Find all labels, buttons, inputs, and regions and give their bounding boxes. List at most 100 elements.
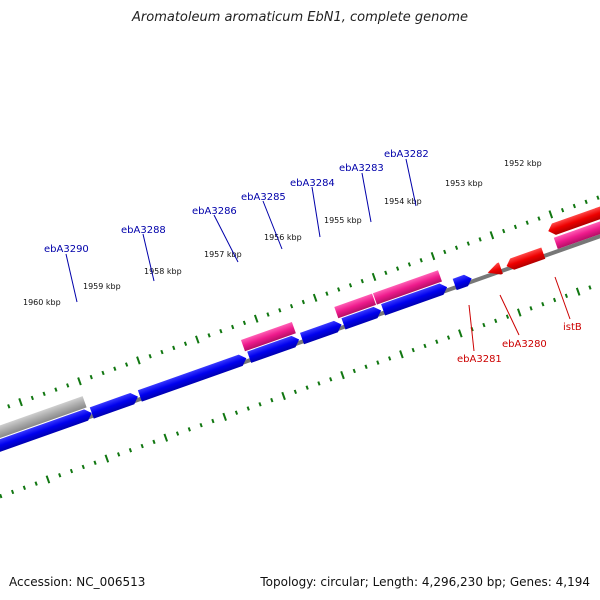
minor-tick — [140, 443, 144, 449]
gene-label[interactable]: ebA3288 — [121, 225, 166, 236]
minor-tick — [388, 356, 392, 361]
minor-tick — [435, 339, 439, 344]
minor-tick — [231, 324, 235, 330]
minor-tick — [572, 203, 576, 209]
gene-feature[interactable] — [247, 334, 301, 363]
rna-feature[interactable] — [553, 197, 600, 250]
gene-feature[interactable] — [0, 407, 94, 455]
minor-tick — [376, 360, 380, 365]
gene-feature[interactable] — [89, 391, 140, 419]
minor-tick — [364, 364, 368, 369]
tick-label: 1953 kbp — [445, 179, 483, 188]
minor-tick — [58, 473, 62, 478]
rna-feature[interactable] — [334, 293, 376, 319]
minor-tick — [348, 283, 353, 288]
major-tick — [371, 272, 377, 282]
tick-label: 1959 kbp — [83, 282, 121, 291]
tick-label: 1956 kbp — [264, 233, 302, 242]
gene-feature[interactable] — [341, 305, 383, 330]
minor-tick — [466, 241, 470, 246]
minor-tick — [305, 385, 309, 390]
minor-tick — [525, 220, 529, 225]
genome-backbone — [0, 208, 600, 460]
minor-tick — [419, 258, 423, 263]
minor-tick — [183, 341, 188, 346]
minor-tick — [152, 439, 156, 445]
minor-tick — [266, 312, 270, 317]
gene-label[interactable]: ebA3282 — [384, 149, 429, 160]
minor-tick — [10, 489, 15, 495]
gene-label[interactable]: ebA3280 — [502, 339, 547, 350]
rna-feature[interactable] — [240, 321, 296, 352]
minor-tick — [175, 431, 180, 436]
feature-track-group — [0, 184, 600, 499]
minor-tick — [219, 328, 223, 334]
minor-tick — [541, 301, 545, 307]
tick-label: 1958 kbp — [144, 267, 182, 276]
minor-tick — [478, 237, 482, 242]
major-tick — [430, 251, 436, 261]
kbp-tick-labels: 1952 kbp 1953 kbp 1954 kbp 1955 kbp 1956… — [23, 159, 542, 307]
gene-feature[interactable] — [486, 262, 503, 278]
major-tick — [575, 287, 581, 296]
minor-tick — [325, 291, 329, 296]
minor-tick — [588, 285, 592, 290]
gene-feature[interactable] — [299, 319, 344, 345]
minor-tick — [54, 387, 58, 392]
gene-feature[interactable] — [137, 353, 249, 402]
minor-tick — [258, 402, 262, 407]
minor-tick — [148, 354, 152, 359]
outer-tick-ring — [7, 195, 600, 409]
major-tick — [195, 335, 200, 344]
minor-tick — [407, 262, 412, 267]
minor-tick — [411, 347, 415, 353]
tick-label: 1955 kbp — [324, 216, 362, 225]
gene-label[interactable]: ebA3286 — [192, 206, 237, 217]
gene-feature[interactable] — [381, 281, 449, 316]
major-tick — [136, 356, 141, 365]
gene-feature[interactable] — [505, 247, 546, 271]
minor-tick — [396, 266, 400, 271]
gene-feature[interactable] — [546, 207, 600, 237]
minor-tick — [66, 383, 70, 388]
minor-tick — [293, 389, 297, 395]
gene-label[interactable]: istB — [563, 322, 582, 333]
major-tick — [281, 391, 286, 401]
minor-tick — [278, 308, 282, 313]
major-tick — [18, 398, 23, 407]
gene-label[interactable]: ebA3281 — [457, 354, 502, 365]
minor-tick — [22, 485, 26, 490]
minor-tick — [30, 395, 34, 401]
major-tick — [253, 314, 259, 323]
minor-tick — [172, 345, 176, 351]
topology-text: Topology: circular; Length: 4,296,230 bp… — [260, 575, 590, 589]
reverse-feature-track — [486, 184, 600, 278]
minor-tick — [301, 299, 305, 305]
major-tick — [548, 210, 554, 219]
forward-gene-label-text: ebA3282 ebA3283 ebA3284 ebA3285 ebA3286 … — [44, 149, 429, 255]
minor-tick — [128, 448, 133, 453]
major-tick — [458, 329, 463, 338]
forward-feature-track — [0, 270, 474, 455]
minor-tick — [207, 333, 211, 338]
gene-feature[interactable] — [452, 273, 474, 291]
gene-label[interactable]: ebA3283 — [339, 163, 384, 174]
minor-tick — [270, 397, 274, 403]
rna-feature[interactable] — [372, 270, 442, 305]
minor-tick — [42, 391, 46, 397]
minor-tick — [113, 366, 117, 371]
gene-label[interactable]: ebA3284 — [290, 178, 335, 189]
major-tick — [489, 231, 495, 240]
gene-label[interactable]: ebA3290 — [44, 244, 89, 255]
minor-tick — [242, 320, 247, 326]
major-tick — [163, 433, 169, 442]
gene-feature[interactable] — [0, 396, 87, 442]
minor-tick — [199, 422, 203, 428]
minor-tick — [482, 322, 486, 328]
minor-tick — [360, 278, 364, 284]
minor-tick — [454, 245, 459, 250]
gene-label[interactable]: ebA3285 — [241, 192, 286, 203]
major-tick — [399, 350, 404, 359]
minor-tick — [494, 318, 498, 324]
minor-tick — [81, 464, 85, 470]
